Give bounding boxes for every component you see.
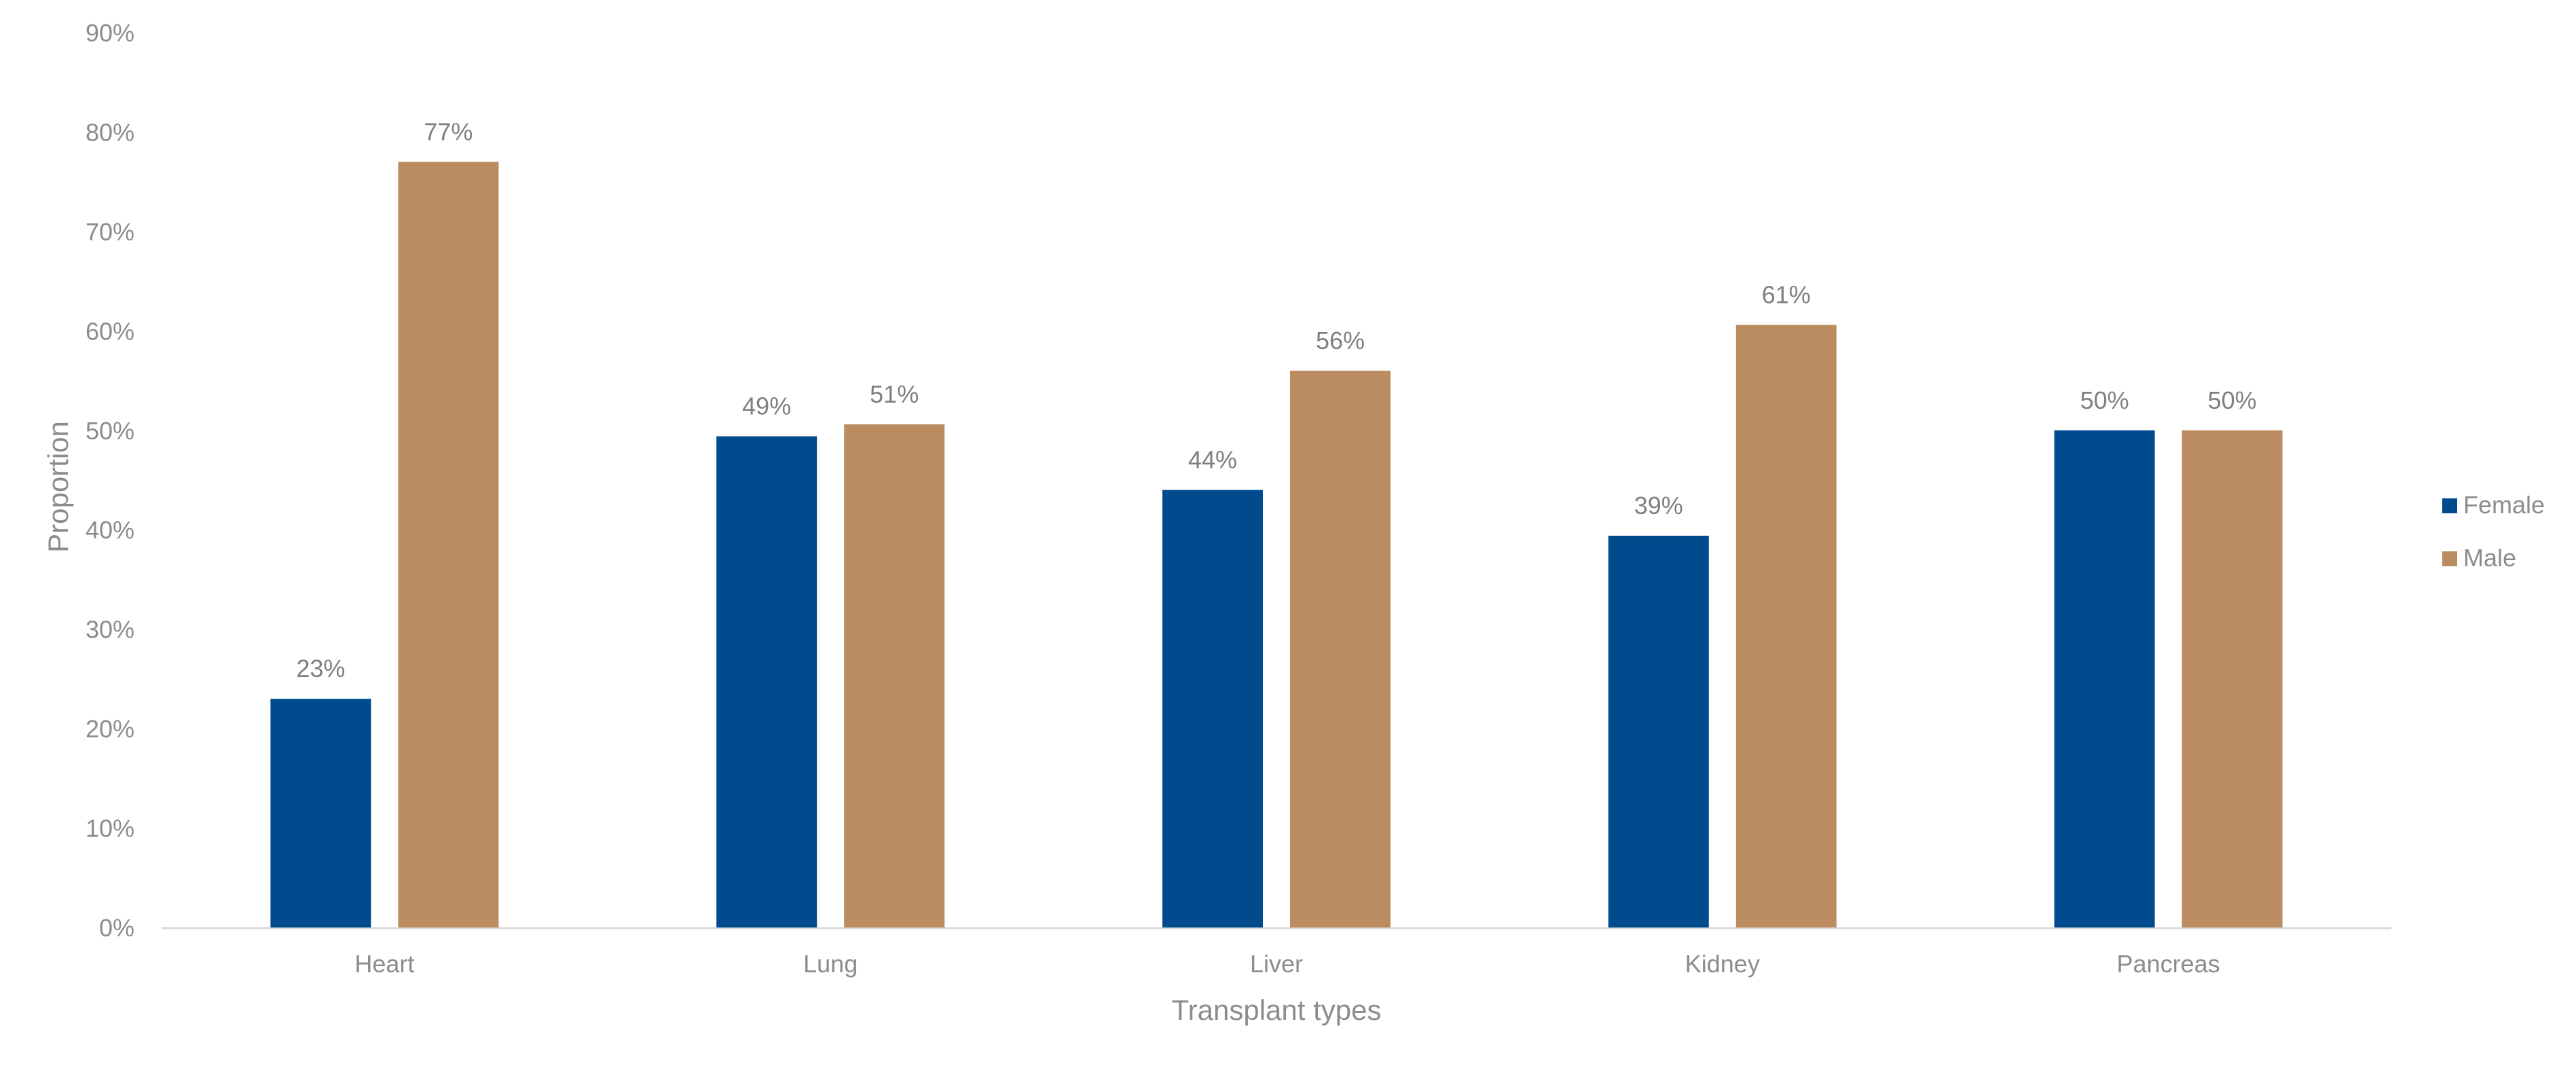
y-tick-label: 80% [86, 118, 134, 146]
y-tick-label: 50% [86, 417, 134, 445]
x-tick-label: Heart [354, 950, 414, 978]
y-tick-label: 0% [99, 914, 134, 942]
x-tick-label: Kidney [1685, 950, 1760, 978]
y-tick-label: 10% [86, 815, 134, 843]
data-label-female-lung: 49% [742, 392, 791, 420]
x-tick-label: Lung [803, 950, 858, 978]
data-label-male-heart: 77% [424, 117, 473, 145]
legend-label-male: Male [2463, 544, 2516, 572]
legend: Female Male [2442, 491, 2545, 572]
data-label-male-lung: 51% [870, 380, 919, 408]
bar-female-heart [270, 699, 371, 927]
data-label-female-liver: 44% [1188, 446, 1237, 474]
y-tick-label: 20% [86, 715, 134, 743]
bar-female-kidney [1608, 536, 1709, 927]
data-label-male-kidney: 61% [1762, 281, 1811, 309]
data-label-male-liver: 56% [1316, 327, 1365, 354]
data-label-female-heart: 23% [296, 655, 345, 682]
y-tick-label: 40% [86, 516, 134, 544]
x-tick-label: Liver [1250, 950, 1303, 978]
bar-male-heart [398, 162, 499, 927]
y-tick-label: 60% [86, 317, 134, 345]
bar-female-liver [1162, 490, 1263, 927]
bar-female-pancreas [2054, 430, 2155, 927]
bar-male-kidney [1735, 325, 1837, 928]
y-tick-label: 90% [86, 19, 134, 47]
bar-male-liver [1290, 370, 1391, 927]
y-tick-label: 30% [86, 616, 134, 644]
bar-female-lung [716, 436, 817, 927]
data-label-female-kidney: 39% [1634, 492, 1683, 519]
x-tick-label: Pancreas [2117, 950, 2220, 978]
data-labels-group: 23% 77% 49% 51% 44% 56% 39% 61% 50% 50% [296, 117, 2256, 682]
bars-group [270, 162, 2283, 928]
bar-male-lung [844, 424, 945, 927]
bar-male-pancreas [2182, 430, 2283, 927]
y-axis-ticks: 0% 10% 20% 30% 40% 50% 60% 70% 80% 90% [86, 19, 134, 942]
legend-swatch-male [2442, 551, 2457, 566]
data-label-male-pancreas: 50% [2208, 386, 2257, 414]
legend-label-female: Female [2463, 491, 2545, 519]
x-axis-title: Transplant types [1172, 994, 1382, 1026]
legend-swatch-female [2442, 498, 2457, 513]
y-tick-label: 70% [86, 218, 134, 246]
data-label-female-pancreas: 50% [2080, 386, 2129, 414]
x-axis-ticks: Heart Lung Liver Kidney Pancreas [354, 950, 2220, 978]
y-axis-title: Proportion [42, 421, 74, 553]
